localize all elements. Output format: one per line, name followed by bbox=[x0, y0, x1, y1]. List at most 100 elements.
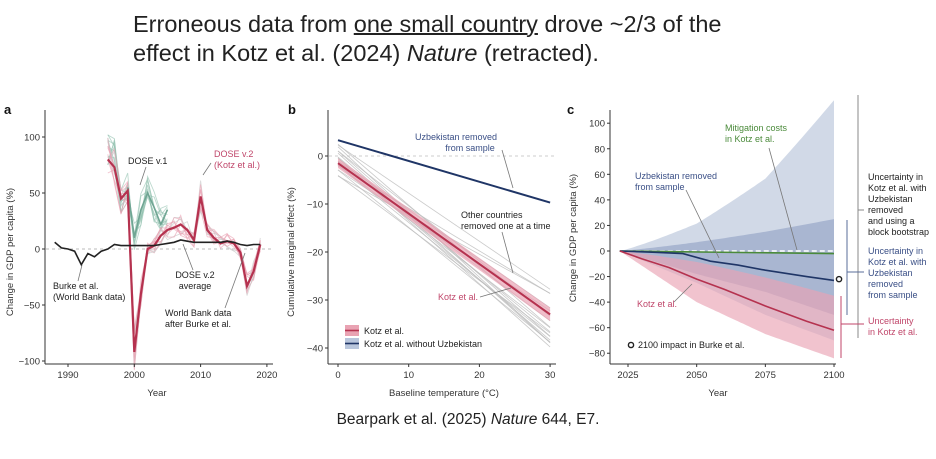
label-block-bootstrap-3: Uzbekistan bbox=[868, 194, 913, 204]
burke-marker-legend-icon bbox=[627, 341, 635, 349]
caption: Bearpark et al. (2025) Nature 644, E7. bbox=[0, 411, 936, 429]
label-kotz-uncertainty-2: in Kotz et al. bbox=[868, 327, 918, 337]
burke-2100-marker bbox=[835, 275, 843, 283]
y-tick-label-c: 0 bbox=[600, 247, 605, 258]
label-block-bootstrap-4: removed bbox=[868, 205, 903, 215]
legend-label-kotz: Kotz et al. bbox=[364, 326, 404, 336]
x-tick-label-c: 2100 bbox=[823, 370, 844, 381]
annotation-dose-v2-kotz: (Kotz et al.) bbox=[214, 160, 260, 170]
label-uzbek-uncertainty-2: Kotz et al. with bbox=[868, 257, 927, 267]
title-text: effect in Kotz et al. (2024) bbox=[133, 40, 407, 66]
annotation-average: average bbox=[179, 281, 212, 291]
annotation-mitigation: Mitigation costs bbox=[725, 123, 788, 133]
y-tick-label-c: 40 bbox=[594, 195, 605, 206]
panel-label-b: b bbox=[288, 102, 296, 117]
annotation-world-bank: World Bank data bbox=[165, 308, 231, 318]
title-line-2: effect in Kotz et al. (2024) Nature (ret… bbox=[133, 40, 599, 67]
y-tick-label-c: −60 bbox=[589, 323, 605, 334]
x-tick-label-b: 0 bbox=[335, 370, 340, 381]
y-tick-label-a: 0 bbox=[35, 245, 40, 256]
y-tick-label-c: −20 bbox=[589, 272, 605, 283]
y-tick-label-b: −40 bbox=[307, 344, 323, 355]
label-uzbek-uncertainty-4: removed bbox=[868, 279, 903, 289]
x-tick-label-a: 2020 bbox=[256, 370, 277, 381]
panel-c: 2025 2050 2075 2100 100 80 60 40 20 0 −20 −40 −60 −80 bbox=[589, 100, 845, 381]
leave-one-out-line bbox=[337, 175, 551, 334]
label-uzbek-uncertainty-5: from sample bbox=[868, 290, 918, 300]
annotation-other-countries: Other countries bbox=[461, 210, 523, 220]
caption-text: Bearpark et al. (2025) bbox=[336, 411, 491, 428]
label-block-bootstrap-1: Uncertainty in bbox=[868, 172, 923, 182]
x-tick-label-c: 2075 bbox=[755, 370, 776, 381]
y-axis-label-b: Cumulative marginal effect (%) bbox=[286, 187, 297, 317]
annotation-uzbek: Uzbekistan removed bbox=[415, 132, 497, 142]
y-tick-label-c: −40 bbox=[589, 298, 605, 309]
burke-line bbox=[54, 239, 261, 267]
dose-v2-average-line bbox=[106, 158, 262, 353]
title-italic: Nature bbox=[406, 40, 478, 66]
y-tick-label-b: −20 bbox=[307, 248, 323, 259]
y-tick-label-c: −80 bbox=[589, 349, 605, 360]
kotz-uncertainty-band bbox=[619, 251, 834, 359]
dose-v1-line bbox=[126, 187, 169, 238]
annotation-kotz: Kotz et al. bbox=[438, 292, 478, 302]
title-text: (retracted). bbox=[477, 40, 599, 66]
panel-a: 1990 2000 2010 2020 100 50 0 −50 −100 bbox=[19, 110, 277, 381]
annotation-after-burke: after Burke et al. bbox=[165, 319, 231, 329]
x-tick-label-b: 30 bbox=[545, 370, 556, 381]
y-tick-label-c: 20 bbox=[594, 221, 605, 232]
y-tick-label-c: 80 bbox=[594, 144, 605, 155]
y-tick-label-a: −50 bbox=[24, 301, 40, 312]
title-underlined: one small country bbox=[353, 11, 538, 37]
annotation-removed-one: removed one at a time bbox=[461, 221, 551, 231]
y-tick-label-b: 0 bbox=[318, 152, 323, 163]
label-block-bootstrap-5: and using a bbox=[868, 216, 915, 226]
kotz-line bbox=[619, 250, 835, 331]
uzbek-removed-line bbox=[619, 250, 835, 282]
x-tick-label-b: 10 bbox=[403, 370, 414, 381]
dose-v2-ensemble-line bbox=[107, 141, 261, 331]
annotation-uzbek-c: Uzbekistan removed bbox=[635, 171, 717, 181]
title-line-1: Erroneous data from one small country dr… bbox=[133, 11, 721, 38]
annotations-c: Mitigation costs in Kotz et al. Uzbekist… bbox=[627, 95, 929, 358]
y-tick-label-c: 100 bbox=[589, 119, 605, 130]
x-tick-label-c: 2025 bbox=[617, 370, 638, 381]
annotation-dose-v2: DOSE v.2 bbox=[214, 149, 253, 159]
annotation-dose-v2-average: DOSE v.2 bbox=[175, 270, 214, 280]
annotation-burke-c: 2100 impact in Burke et al. bbox=[638, 340, 745, 350]
annotations-a: DOSE v.1 DOSE v.2 (Kotz et al.) Burke et… bbox=[53, 149, 260, 329]
x-axis-label-b: Baseline temperature (°C) bbox=[389, 388, 499, 399]
kotz-line bbox=[337, 162, 551, 316]
annotation-mitigation-kotz: in Kotz et al. bbox=[725, 134, 775, 144]
uzbek-removed-line bbox=[337, 139, 551, 204]
annotation-burke-wb: (World Bank data) bbox=[53, 292, 125, 302]
y-axis-label-c: Change in GDP per capita (%) bbox=[568, 174, 579, 302]
label-block-bootstrap-2: Kotz et al. with bbox=[868, 183, 927, 193]
label-kotz-uncertainty-1: Uncertainty bbox=[868, 316, 914, 326]
leave-one-out-line bbox=[337, 165, 551, 337]
label-uzbek-uncertainty-1: Uncertainty in bbox=[868, 246, 923, 256]
mitigation-line bbox=[619, 250, 835, 255]
x-tick-label-a: 1990 bbox=[57, 370, 78, 381]
y-tick-label-a: −100 bbox=[19, 357, 40, 368]
x-axis-label-c: Year bbox=[708, 388, 727, 399]
title-text: drove ~2/3 of the bbox=[537, 11, 722, 37]
x-axis-label-a: Year bbox=[147, 388, 166, 399]
y-tick-label-b: −30 bbox=[307, 296, 323, 307]
annotations-b: Uzbekistan removed from sample Other cou… bbox=[415, 132, 551, 302]
x-tick-label-a: 2000 bbox=[124, 370, 145, 381]
x-tick-label-b: 20 bbox=[474, 370, 485, 381]
legend-label-uzbek: Kotz et al. without Uzbekistan bbox=[364, 339, 482, 349]
panel-label-c: c bbox=[567, 102, 574, 117]
y-axis-label-a: Change in GDP per capita (%) bbox=[5, 188, 16, 316]
y-tick-label-a: 100 bbox=[24, 133, 40, 144]
annotation-kotz-c: Kotz et al. bbox=[637, 299, 677, 309]
annotation-burke: Burke et al. bbox=[53, 281, 99, 291]
y-tick-label-b: −10 bbox=[307, 200, 323, 211]
leave-one-out-line bbox=[337, 169, 551, 343]
leave-one-out-line bbox=[337, 144, 551, 290]
x-tick-label-a: 2010 bbox=[190, 370, 211, 381]
y-tick-label-a: 50 bbox=[29, 189, 40, 200]
